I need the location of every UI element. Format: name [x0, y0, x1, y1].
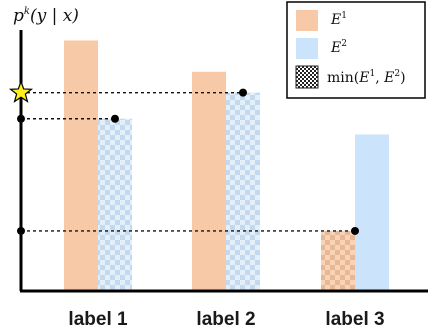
bar-e1-label-3 [321, 230, 355, 291]
legend-swatch-e2 [296, 38, 318, 59]
y-axis-label: pk(y | x) [13, 6, 79, 26]
legend-label-min: min(E1, E2) [327, 69, 406, 86]
legend-label-e2: E2 [330, 39, 347, 56]
legend-swatch-min [295, 65, 319, 89]
bar-e2-label-2 [226, 92, 260, 291]
x-tick-label-1: label 1 [68, 309, 128, 329]
x-tick-label-3: label 3 [325, 309, 384, 329]
bar-e2-label-1 [98, 118, 132, 292]
y-axis-label-base: p [13, 6, 24, 26]
y-axis-label-args: (y | x) [30, 6, 79, 26]
x-tick-label-2: label 2 [196, 309, 255, 329]
max-star-marker [8, 79, 34, 103]
min-point-label-2 [239, 88, 247, 97]
min-point-label-3 [351, 226, 359, 235]
axis-markers-layer [8, 79, 34, 235]
y-axis-label-sup: k [24, 6, 30, 17]
min-point-label-1 [111, 114, 119, 123]
x-tick-labels: label 1 label 2 label 3 [68, 309, 384, 329]
bar-e2-label-3 [355, 134, 389, 291]
bars-layer [64, 40, 389, 292]
legend: E1 E2 min(E1, E2) [286, 1, 426, 99]
axis-marker-label-1 [17, 114, 25, 123]
bar-e1-label-1 [64, 40, 98, 291]
guide-lines-layer [21, 88, 359, 235]
axis-marker-label-3 [17, 226, 25, 235]
legend-label-e1: E1 [330, 11, 347, 28]
bar-e1-label-2 [192, 71, 226, 291]
legend-swatch-e1 [296, 10, 318, 31]
